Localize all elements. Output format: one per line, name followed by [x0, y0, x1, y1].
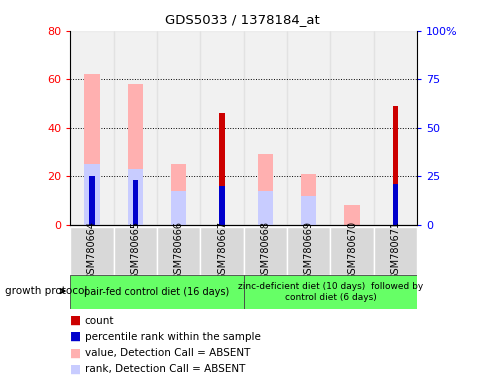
Bar [287, 227, 330, 275]
Text: GSM780670: GSM780670 [347, 221, 356, 280]
Text: count: count [85, 316, 114, 326]
Bar [257, 154, 272, 225]
Text: GSM780666: GSM780666 [173, 221, 183, 280]
Bar [70, 275, 243, 309]
Bar [373, 227, 416, 275]
Bar [200, 31, 243, 225]
Bar [219, 113, 224, 225]
Bar [157, 31, 200, 225]
Bar [373, 31, 416, 225]
Text: ■: ■ [70, 346, 81, 359]
Bar [243, 31, 287, 225]
Text: ■: ■ [70, 330, 81, 343]
Bar [89, 176, 94, 225]
Bar [200, 227, 243, 275]
Bar [157, 227, 200, 275]
Text: GSM780667: GSM780667 [217, 221, 227, 280]
Text: growth protocol: growth protocol [5, 286, 87, 296]
Bar [127, 84, 143, 225]
Bar [171, 191, 186, 225]
Text: GSM780665: GSM780665 [130, 221, 140, 280]
Text: rank, Detection Call = ABSENT: rank, Detection Call = ABSENT [85, 364, 245, 374]
Text: zinc-deficient diet (10 days)  followed by
control diet (6 days): zinc-deficient diet (10 days) followed b… [237, 282, 422, 301]
Bar [392, 184, 397, 225]
Text: ■: ■ [70, 362, 81, 376]
Text: GDS5033 / 1378184_at: GDS5033 / 1378184_at [165, 13, 319, 26]
Text: GSM780668: GSM780668 [260, 221, 270, 280]
Bar [257, 191, 272, 225]
Text: ■: ■ [70, 314, 81, 327]
Bar [219, 186, 224, 225]
Text: value, Detection Call = ABSENT: value, Detection Call = ABSENT [85, 348, 250, 358]
Bar [70, 31, 113, 225]
Text: GSM780664: GSM780664 [87, 221, 97, 280]
Bar [243, 275, 416, 309]
Bar [70, 227, 113, 275]
Bar [127, 169, 143, 225]
Text: percentile rank within the sample: percentile rank within the sample [85, 332, 260, 342]
Bar [330, 31, 373, 225]
Bar [344, 205, 359, 225]
Bar [171, 164, 186, 225]
Bar [84, 74, 99, 225]
Bar [301, 195, 316, 225]
Text: GSM780671: GSM780671 [390, 221, 400, 280]
Bar [113, 31, 157, 225]
Bar [330, 227, 373, 275]
Bar [301, 174, 316, 225]
Bar [113, 227, 157, 275]
Bar [133, 180, 137, 225]
Text: GSM780669: GSM780669 [303, 221, 313, 280]
Bar [84, 164, 99, 225]
Bar [287, 31, 330, 225]
Bar [243, 227, 287, 275]
Text: pair-fed control diet (16 days): pair-fed control diet (16 days) [84, 287, 229, 297]
Bar [392, 106, 397, 225]
